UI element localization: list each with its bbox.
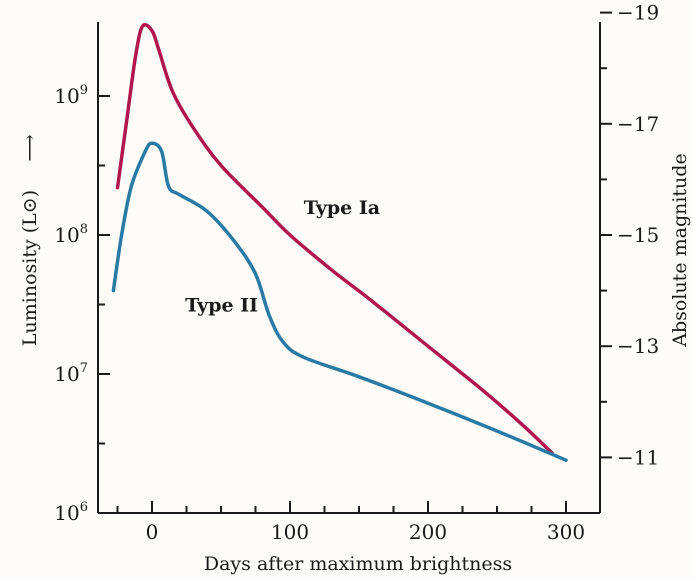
x-tick-label: 300 <box>547 520 585 544</box>
y2-axis-label: Absolute magnitude <box>669 153 691 347</box>
labels-layer: 0 100 200 300 106 107 108 109 −11 −13 −15 −17 −19 Typ… <box>19 1 691 575</box>
y2-tick-label: −17 <box>617 112 659 136</box>
series-line-type-ii <box>111 141 568 462</box>
series-label-type-ia: Type Ia <box>304 197 380 219</box>
series-line-type-ia <box>115 22 554 455</box>
x-tick-label: 100 <box>271 520 309 544</box>
y2-tick-label: −19 <box>617 1 659 25</box>
x-tick-label: 200 <box>409 520 447 544</box>
y-tick-label: 106 <box>54 500 88 525</box>
y-axis-label: Luminosity (L⊙) <box>19 190 41 346</box>
y2-tick-label: −15 <box>617 223 659 247</box>
y2-tick-label: −11 <box>617 445 659 469</box>
series-label-type-ii: Type II <box>185 294 258 316</box>
x-tick-label: 0 <box>146 520 159 544</box>
y-axis-arrow: ⟶ <box>19 134 41 161</box>
y-tick-label: 108 <box>54 222 88 247</box>
y-tick-label: 107 <box>54 361 88 386</box>
axes <box>97 11 612 514</box>
y2-tick-label: −13 <box>617 334 659 358</box>
y-tick-label: 109 <box>54 83 88 108</box>
series-layer <box>111 22 568 462</box>
x-axis-label: Days after maximum brightness <box>204 553 512 575</box>
